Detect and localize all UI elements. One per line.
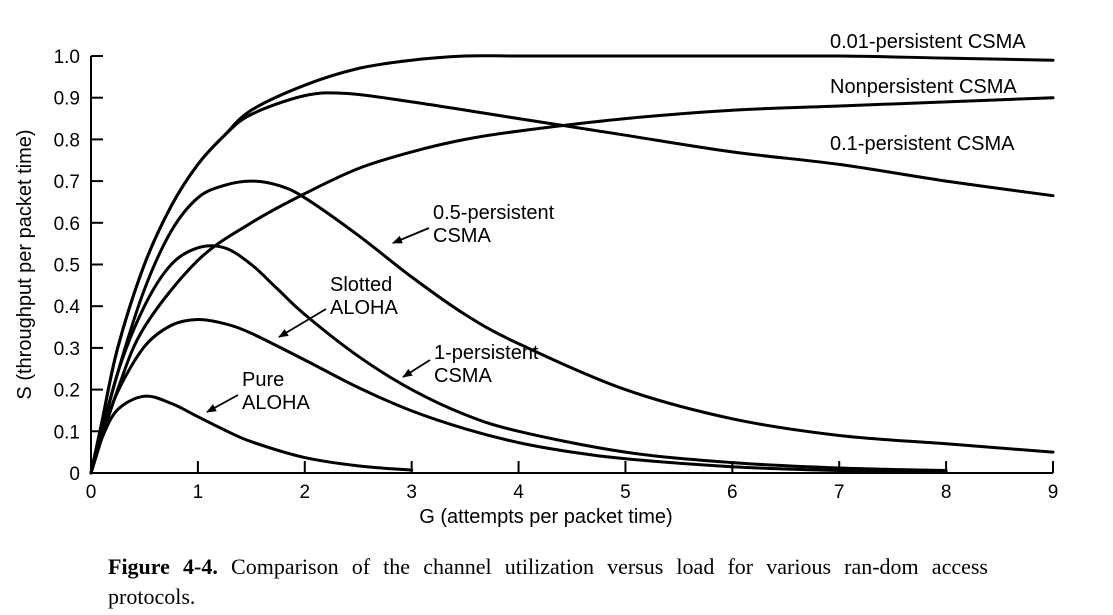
x-tick-label: 7 <box>834 482 845 503</box>
y-axis-title: S (throughput per packet time) <box>14 129 36 399</box>
curve-label-0-01-persistent-csma: 0.01-persistent CSMA <box>830 31 1026 53</box>
axes: 0 1 2 3 4 5 6 7 8 9 0 0.1 0.2 0.3 0.4 0.5 0.6 0.7 0.8 0.9 1.… <box>14 47 1058 528</box>
label-arrow <box>392 227 430 244</box>
curve-label-pure-aloha: Pure <box>242 369 284 391</box>
curve-label-slotted-aloha: Slotted <box>330 274 392 296</box>
curve-0-01-persistent-csma <box>89 54 1055 475</box>
y-tick-label: 0.6 <box>54 214 80 235</box>
x-tick-label: 8 <box>941 482 952 503</box>
curve-pure-aloha <box>89 394 414 475</box>
caption-label: Figure 4-4. <box>108 554 218 579</box>
x-tick-label: 3 <box>406 482 417 503</box>
y-tick-label: 0.5 <box>54 256 80 277</box>
x-tick-label: 1 <box>193 482 204 503</box>
curve-label-1-persistent-csma: 1-persistent <box>434 342 539 364</box>
figure-caption: Figure 4-4. Comparison of the channel ut… <box>108 552 988 612</box>
x-tick-label: 2 <box>299 482 310 503</box>
y-tick-label: 0.4 <box>54 297 81 318</box>
curve-label-pure-aloha: ALOHA <box>242 392 310 414</box>
y-tick-label: 0.3 <box>54 339 80 360</box>
caption-text: Comparison of the channel utilization ve… <box>108 554 988 609</box>
label-arrow <box>402 359 431 378</box>
x-tick-label: 9 <box>1048 482 1059 503</box>
curve-label-nonpersistent-csma: Nonpersistent CSMA <box>830 76 1017 98</box>
x-tick-label: 4 <box>513 482 524 503</box>
x-tick-label: 6 <box>727 482 738 503</box>
y-tick-label: 0 <box>69 464 80 485</box>
x-tick-label: 0 <box>86 482 97 503</box>
throughput-chart: 0 1 2 3 4 5 6 7 8 9 0 0.1 0.2 0.3 0.4 0.5 0.6 0.7 0.8 0.9 1.… <box>14 31 1058 528</box>
curve-labels: 0.01-persistent CSMA Nonpersistent CSMA 0.… <box>206 31 1026 414</box>
label-arrow <box>278 308 327 338</box>
y-tick-label: 0.9 <box>54 89 80 110</box>
y-tick-label: 0.1 <box>54 422 80 443</box>
curve-0-5-persistent-csma <box>89 179 1055 475</box>
label-arrow <box>206 394 239 413</box>
curve-label-0-5-persistent-csma: CSMA <box>433 225 491 247</box>
curve-slotted-aloha <box>89 317 948 475</box>
y-tick-label: 0.2 <box>54 381 80 402</box>
curve-label-0-1-persistent-csma: 0.1-persistent CSMA <box>830 133 1015 155</box>
y-tick-label: 0.7 <box>54 172 80 193</box>
curve-label-slotted-aloha: ALOHA <box>330 297 398 319</box>
x-tick-label: 5 <box>620 482 631 503</box>
curve-label-0-5-persistent-csma: 0.5-persistent <box>433 202 555 224</box>
curve-0-1-persistent-csma <box>89 91 1055 475</box>
curve-1-persistent-csma <box>89 244 948 475</box>
y-tick-label: 0.8 <box>54 130 80 151</box>
curve-label-1-persistent-csma: CSMA <box>434 365 492 387</box>
curves <box>89 54 1055 475</box>
x-axis-title: G (attempts per packet time) <box>419 506 672 528</box>
curve-nonpersistent-csma <box>89 96 1055 475</box>
y-tick-label: 1.0 <box>54 47 80 68</box>
